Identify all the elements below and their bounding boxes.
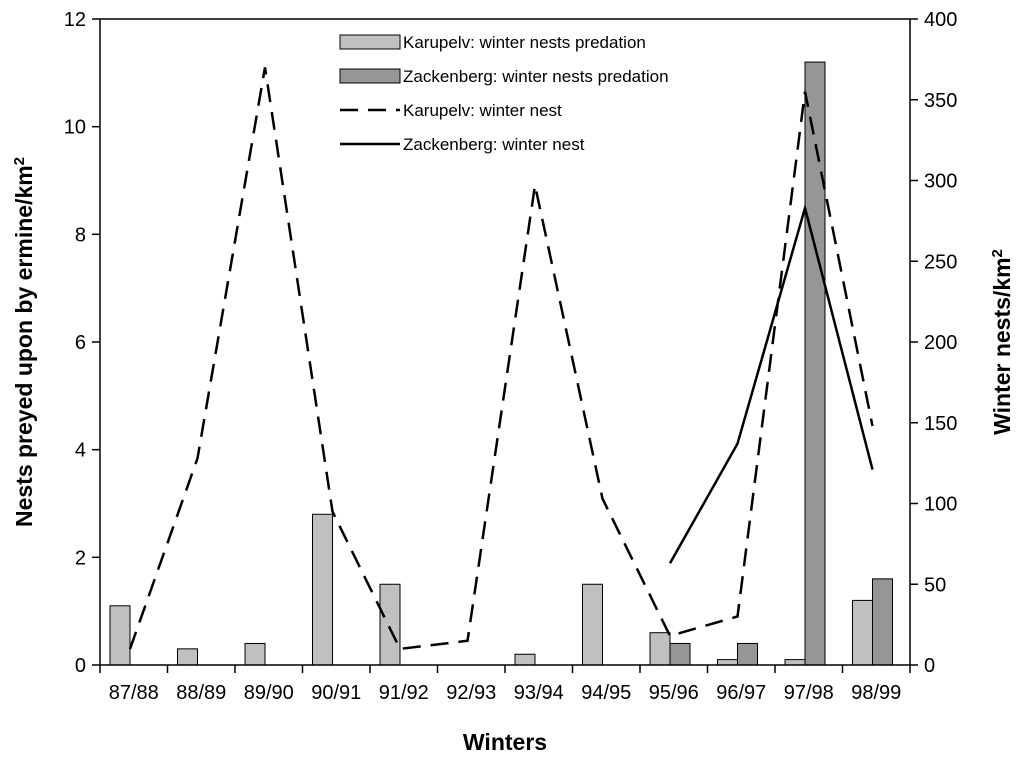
ticks-layer: 0 2 4 6 8 10 12 0 50 100 150 200 250 300 350 400 87/88 88…	[64, 9, 958, 704]
bar-zackenberg-predation	[872, 578, 893, 666]
bar-karupelv-predation	[582, 583, 603, 666]
y-right-tick-label: 250	[924, 251, 957, 273]
x-tick-label: 97/98	[784, 682, 834, 704]
x-tick-label: 98/99	[851, 682, 901, 704]
legend: Karupelv: winter nests predation Zackenbe…	[339, 33, 669, 154]
bar-karupelv-predation	[717, 659, 738, 666]
y-right-tick-label: 200	[924, 332, 957, 354]
x-axis-title: Winters	[463, 729, 547, 755]
legend-label: Karupelv: winter nests predation	[403, 33, 646, 52]
bar-karupelv-predation	[514, 653, 536, 666]
y-axis-right-title-sup: 2	[989, 249, 1006, 257]
y-left-tick-label: 12	[64, 9, 86, 31]
y-axis-right-title-text: Winter nests/km	[989, 257, 1015, 434]
y-axis-right-title: Winter nests/km2	[989, 249, 1016, 435]
y-left-tick-label: 8	[75, 224, 86, 246]
y-right-tick-label: 400	[924, 9, 957, 31]
bar-karupelv-predation	[649, 632, 671, 666]
bar-zackenberg-predation	[669, 642, 691, 666]
legend-label: Zackenberg: winter nests predation	[403, 67, 669, 86]
x-tick-label: 96/97	[716, 682, 766, 704]
y-right-tick-label: 150	[924, 413, 957, 435]
bar-karupelv-predation	[852, 599, 873, 666]
line-karupelv-winter-nest	[128, 67, 874, 651]
line-zackenberg-winter-nest	[668, 203, 874, 564]
y-right-tick-label: 350	[924, 90, 957, 112]
y-left-tick-label: 4	[75, 440, 86, 462]
bar-zackenberg-predation	[804, 61, 826, 666]
bar-karupelv-predation	[784, 659, 806, 666]
x-tick-label: 91/92	[379, 682, 429, 704]
bar-karupelv-predation	[177, 648, 198, 666]
y-left-tick-label: 6	[75, 332, 86, 354]
y-right-tick-label: 100	[924, 494, 957, 516]
x-tick-label: 93/94	[514, 682, 564, 704]
bar-karupelv-predation	[109, 605, 131, 666]
y-left-tick-label: 2	[75, 547, 86, 569]
bar-karupelv-predation	[312, 513, 333, 666]
x-tick-label: 92/93	[446, 682, 496, 704]
bar-karupelv-predation	[379, 583, 401, 666]
y-axis-left-title: Nests preyed upon by ermine/km2	[11, 157, 38, 527]
y-right-tick-label: 300	[924, 171, 957, 193]
x-tick-label: 89/90	[244, 682, 294, 704]
y-right-tick-label: 0	[924, 655, 935, 677]
x-tick-label: 95/96	[649, 682, 699, 704]
lines-layer	[128, 67, 874, 651]
bar-karupelv-predation	[244, 642, 266, 666]
legend-swatch	[339, 68, 401, 84]
y-axis-left-title-text: Nests preyed upon by ermine/km	[11, 165, 37, 527]
y-left-tick-label: 0	[75, 655, 86, 677]
y-left-tick-label: 10	[64, 117, 86, 139]
x-tick-label: 87/88	[109, 682, 159, 704]
x-tick-label: 94/95	[581, 682, 631, 704]
y-right-tick-label: 50	[924, 574, 946, 596]
x-tick-label: 90/91	[311, 682, 361, 704]
bar-zackenberg-predation	[737, 642, 758, 666]
legend-label: Zackenberg: winter nest	[403, 135, 585, 154]
legend-label: Karupelv: winter nest	[403, 101, 562, 120]
legend-swatch	[339, 34, 401, 50]
y-axis-left-title-sup: 2	[11, 157, 28, 165]
x-tick-label: 88/89	[176, 682, 226, 704]
